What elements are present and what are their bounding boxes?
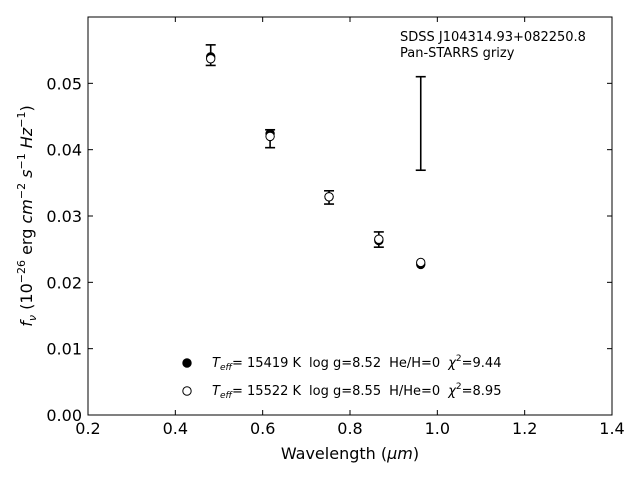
x-tick-label: 0.2 xyxy=(75,419,100,438)
x-tick-label: 1.0 xyxy=(425,419,450,438)
annotation-photometry: Pan-STARRS grizy xyxy=(400,46,515,61)
point-open xyxy=(416,257,426,268)
y-tick-label: 0.03 xyxy=(46,207,82,226)
point-open xyxy=(324,192,334,202)
y-tick-label: 0.00 xyxy=(46,406,82,425)
x-tick-label: 0.4 xyxy=(163,419,188,438)
x-tick-label: 0.8 xyxy=(337,419,362,438)
annotation-object-name: SDSS J104314.93+082250.8 xyxy=(400,30,586,45)
legend-marker-filled xyxy=(182,358,192,368)
point-open xyxy=(265,131,275,142)
observed-error-bars xyxy=(205,44,426,248)
point-open xyxy=(374,234,384,244)
model-points xyxy=(206,52,426,270)
y-tick-label: 0.02 xyxy=(46,273,82,292)
y-axis: 0.00 0.01 0.02 0.03 0.04 0.05 xyxy=(46,74,612,425)
point-open xyxy=(206,54,216,64)
x-tick-label: 1.4 xyxy=(599,419,624,438)
x-axis: 0.2 0.4 0.6 0.8 1.0 1.2 1.4 xyxy=(75,17,625,438)
y-tick-label: 0.01 xyxy=(46,340,82,359)
x-axis-label: Wavelength (μm) xyxy=(281,444,419,463)
x-tick-label: 1.2 xyxy=(512,419,537,438)
y-tick-label: 0.05 xyxy=(46,74,82,93)
legend-marker-open xyxy=(182,386,192,396)
y-tick-label: 0.04 xyxy=(46,141,82,160)
y-axis-label: fν (10−26 erg cm−2 s−1 Hz−1) xyxy=(15,105,39,326)
x-tick-label: 0.6 xyxy=(250,419,275,438)
